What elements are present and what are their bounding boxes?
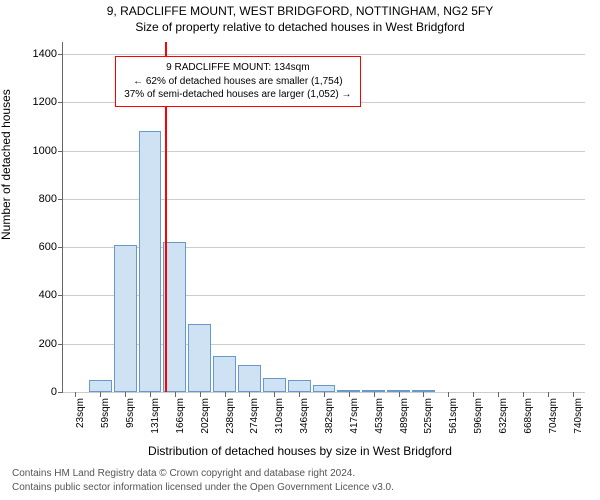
- x-tick-label: 238sqm: [225, 398, 236, 434]
- x-tick-label: 453sqm: [374, 398, 385, 434]
- x-tick-label: 382sqm: [324, 398, 335, 434]
- x-tick-label: 489sqm: [399, 398, 410, 434]
- x-tick-mark: [399, 392, 400, 397]
- y-tick-label: 1000: [33, 145, 57, 157]
- x-tick-label: 704sqm: [548, 398, 559, 434]
- x-tick-label: 561sqm: [448, 398, 459, 434]
- y-tick-label: 200: [39, 338, 57, 350]
- x-tick-label: 632sqm: [498, 398, 509, 434]
- x-tick-mark: [225, 392, 226, 397]
- y-tick-mark: [58, 54, 63, 55]
- x-tick-label: 740sqm: [573, 398, 584, 434]
- bar: [288, 380, 311, 392]
- bar: [89, 380, 112, 392]
- footer-copyright: Contains HM Land Registry data © Crown c…: [12, 468, 355, 479]
- x-tick-label: 417sqm: [349, 398, 360, 434]
- y-tick-label: 0: [51, 386, 57, 398]
- x-tick-mark: [274, 392, 275, 397]
- x-tick-mark: [175, 392, 176, 397]
- x-tick-mark: [150, 392, 151, 397]
- x-tick-label: 166sqm: [175, 398, 186, 434]
- y-tick-label: 600: [39, 241, 57, 253]
- x-tick-mark: [448, 392, 449, 397]
- y-tick-label: 800: [39, 193, 57, 205]
- annotation-line: 37% of semi-detached houses are larger (…: [124, 88, 351, 102]
- bar: [139, 131, 162, 392]
- x-tick-mark: [125, 392, 126, 397]
- x-tick-label: 525sqm: [423, 398, 434, 434]
- y-tick-mark: [58, 295, 63, 296]
- x-tick-label: 668sqm: [523, 398, 534, 434]
- y-tick-label: 1200: [33, 96, 57, 108]
- x-tick-label: 23sqm: [75, 398, 86, 428]
- annotation-box: 9 RADCLIFFE MOUNT: 134sqm← 62% of detach…: [115, 56, 360, 107]
- x-tick-mark: [299, 392, 300, 397]
- y-tick-mark: [58, 199, 63, 200]
- x-tick-mark: [498, 392, 499, 397]
- bar: [213, 356, 236, 392]
- chart-title-address: 9, RADCLIFFE MOUNT, WEST BRIDGFORD, NOTT…: [0, 4, 600, 18]
- bar: [263, 378, 286, 392]
- bar: [313, 385, 336, 392]
- x-tick-mark: [100, 392, 101, 397]
- y-tick-mark: [58, 344, 63, 345]
- x-tick-mark: [349, 392, 350, 397]
- x-tick-label: 596sqm: [473, 398, 484, 434]
- x-tick-mark: [423, 392, 424, 397]
- y-tick-mark: [58, 151, 63, 152]
- x-axis-label: Distribution of detached houses by size …: [0, 444, 600, 458]
- annotation-line: ← 62% of detached houses are smaller (1,…: [124, 75, 351, 89]
- x-tick-label: 310sqm: [274, 398, 285, 434]
- gridline: [63, 54, 585, 55]
- chart-plot-area: 020040060080010001200140023sqm59sqm95sqm…: [62, 42, 585, 393]
- x-tick-label: 274sqm: [249, 398, 260, 434]
- x-tick-mark: [75, 392, 76, 397]
- x-tick-mark: [324, 392, 325, 397]
- y-tick-mark: [58, 392, 63, 393]
- y-axis-label: Number of detached houses: [0, 89, 13, 240]
- x-tick-label: 131sqm: [150, 398, 161, 434]
- x-tick-mark: [200, 392, 201, 397]
- chart-title-description: Size of property relative to detached ho…: [0, 20, 600, 34]
- x-tick-mark: [523, 392, 524, 397]
- bar: [238, 365, 261, 392]
- x-tick-label: 202sqm: [200, 398, 211, 434]
- x-tick-label: 346sqm: [299, 398, 310, 434]
- y-tick-label: 400: [39, 289, 57, 301]
- y-tick-mark: [58, 102, 63, 103]
- annotation-line: 9 RADCLIFFE MOUNT: 134sqm: [124, 61, 351, 75]
- bar: [114, 245, 137, 392]
- x-tick-label: 59sqm: [100, 398, 111, 428]
- x-tick-mark: [249, 392, 250, 397]
- x-tick-mark: [374, 392, 375, 397]
- x-tick-label: 95sqm: [125, 398, 136, 428]
- bar: [163, 242, 186, 392]
- y-tick-label: 1400: [33, 48, 57, 60]
- x-tick-mark: [548, 392, 549, 397]
- bar: [188, 324, 211, 392]
- footer-licence: Contains public sector information licen…: [12, 482, 394, 493]
- x-tick-mark: [473, 392, 474, 397]
- y-tick-mark: [58, 247, 63, 248]
- x-tick-mark: [573, 392, 574, 397]
